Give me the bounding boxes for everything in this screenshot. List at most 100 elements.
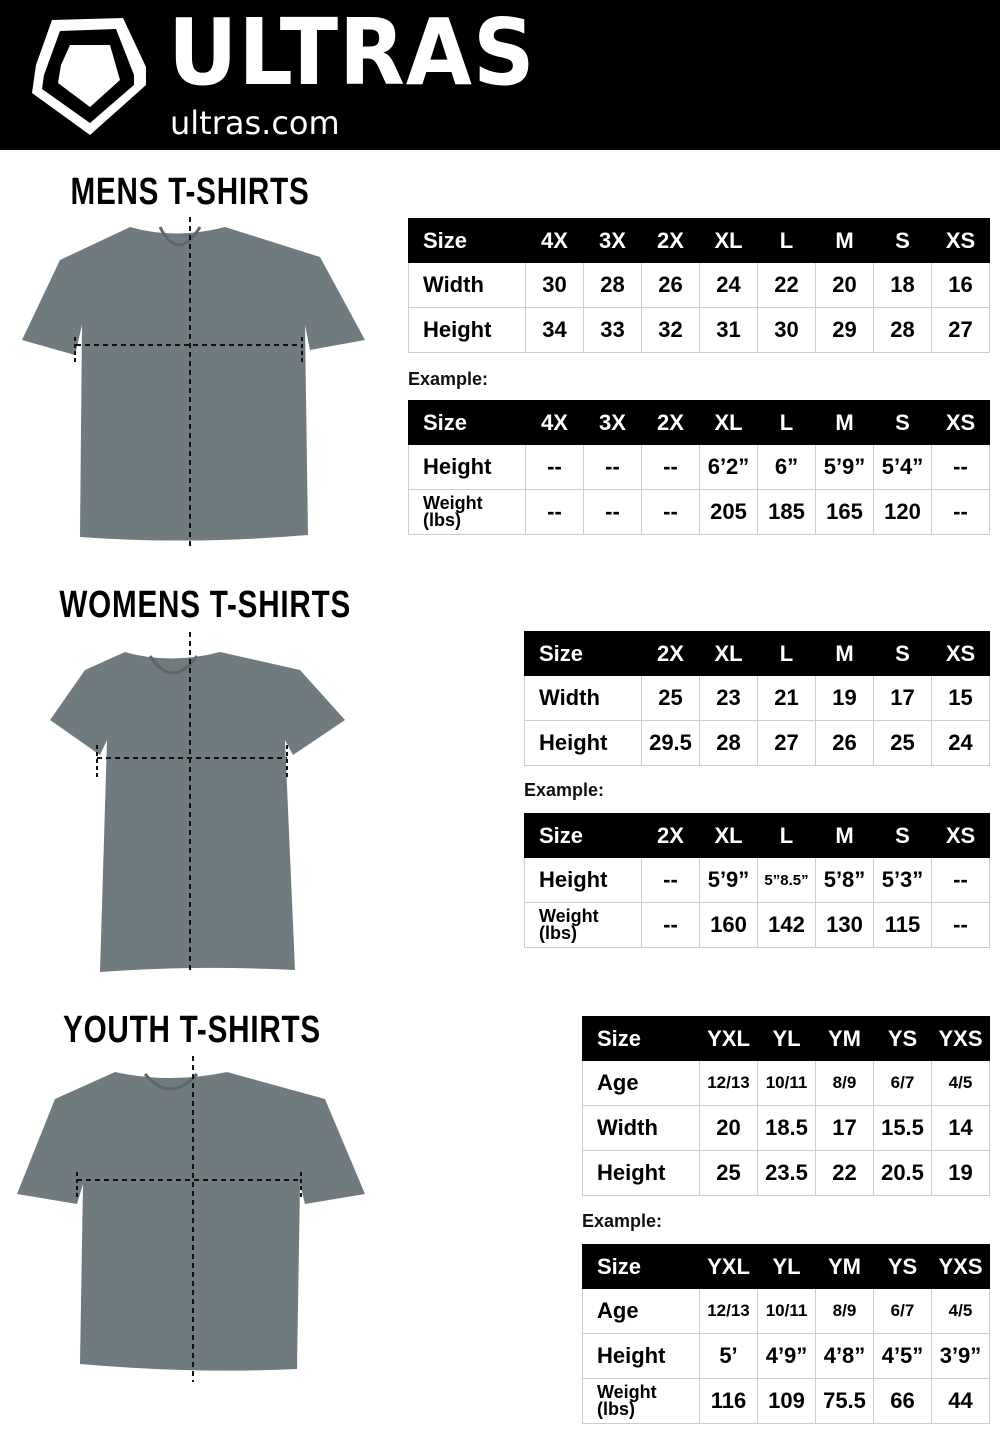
size-header-cell: 3X [583,218,642,263]
table-row: Width 30 28 26 24 22 20 18 16 [408,262,990,308]
value-cell: 28 [583,262,642,308]
size-header-cell: L [757,400,816,445]
value-cell: 29.5 [641,720,700,766]
value-cell: 19 [815,675,874,721]
mens-example-table: Size 4X 3X 2X XL L M S XS Height -- -- -- 6’2” 6” 5’9” 5… [408,400,990,535]
size-header-cell: 2X [641,400,700,445]
size-header-cell: S [873,813,932,858]
value-cell: 21 [757,675,816,721]
value-cell: 4’9” [757,1333,816,1379]
size-header-cell: M [815,400,874,445]
value-cell: 6/7 [873,1288,932,1334]
value-cell: 28 [873,307,932,353]
value-cell: 44 [931,1378,990,1424]
table-row: Width 25 23 21 19 17 15 [524,675,990,721]
value-cell: 185 [757,489,816,535]
value-cell: 17 [873,675,932,721]
value-cell: -- [931,902,990,948]
size-header-cell: L [757,631,816,676]
size-header-cell: YXS [931,1244,990,1289]
size-header-cell: XL [699,400,758,445]
header-label-cell: Size [408,400,526,445]
value-cell: 28 [699,720,758,766]
mens-size-table: Size 4X 3X 2X XL L M S XS Width 30 28 26 24 22 20 18 16 He… [408,218,990,353]
value-cell: 109 [757,1378,816,1424]
value-cell: 10/11 [757,1060,816,1106]
size-header-cell: YL [757,1244,816,1289]
size-header-cell: 4X [525,400,584,445]
row-label: Width [408,262,526,308]
header-label-cell: Size [408,218,526,263]
value-cell: 10/11 [757,1288,816,1334]
value-cell: 165 [815,489,874,535]
size-header-cell: XS [931,631,990,676]
value-cell: 27 [757,720,816,766]
womens-tshirt-image [50,632,345,974]
table-row: Height 25 23.5 22 20.5 19 [582,1150,990,1196]
youth-size-table: Size YXL YL YM YS YXS Age 12/13 10/11 8/9 6/7 4/5 Wi… [582,1016,990,1196]
header-label-cell: Size [582,1244,700,1289]
value-cell: 19 [931,1150,990,1196]
value-cell: 75.5 [815,1378,874,1424]
row-label: Age [582,1060,700,1106]
womens-size-table: Size 2X XL L M S XS Width 25 23 21 19 17 15 Height 29.5… [524,631,990,766]
value-cell: 115 [873,902,932,948]
size-header-cell: 2X [641,813,700,858]
row-label: Height [408,307,526,353]
table-row: Age 12/13 10/11 8/9 6/7 4/5 [582,1288,990,1334]
value-cell: 26 [815,720,874,766]
value-cell: 24 [931,720,990,766]
value-cell: 26 [641,262,700,308]
value-cell: 18 [873,262,932,308]
value-cell: 20 [815,262,874,308]
size-header-cell: M [815,218,874,263]
value-cell: 4’5” [873,1333,932,1379]
value-cell: 25 [873,720,932,766]
value-cell: 25 [641,675,700,721]
size-header-cell: L [757,813,816,858]
table-row: Age 12/13 10/11 8/9 6/7 4/5 [582,1060,990,1106]
value-cell: -- [583,489,642,535]
size-header-cell: YS [873,1016,932,1061]
size-header-cell: YL [757,1016,816,1061]
value-cell: 16 [931,262,990,308]
row-label: Height [408,444,526,490]
value-cell: 130 [815,902,874,948]
size-header-cell: YXL [699,1016,758,1061]
youth-tshirt-image [17,1056,365,1382]
table-row: Height -- 5’9” 5”8.5” 5’8” 5’3” -- [524,857,990,903]
value-cell: 31 [699,307,758,353]
value-cell: 4/5 [931,1288,990,1334]
size-header-cell: 2X [641,631,700,676]
table-row: Height 34 33 32 31 30 29 28 27 [408,307,990,353]
value-cell: 66 [873,1378,932,1424]
size-header-cell: YM [815,1244,874,1289]
header-label-cell: Size [582,1016,700,1061]
youth-example-table: Size YXL YL YM YS YXS Age 12/13 10/11 8/9 6/7 4/5 He… [582,1244,990,1424]
size-header-cell: YS [873,1244,932,1289]
value-cell: 12/13 [699,1060,758,1106]
table-row: Weight (lbs) -- 160 142 130 115 -- [524,902,990,948]
header-row: Size 4X 3X 2X XL L M S XS [408,218,990,263]
row-label: Width [582,1105,700,1151]
value-cell: -- [931,444,990,490]
womens-title: WOMENS T-SHIRTS [59,584,352,626]
value-cell: 5”8.5” [757,857,816,903]
value-cell: 6’2” [699,444,758,490]
size-header-cell: YXL [699,1244,758,1289]
value-cell: 8/9 [815,1060,874,1106]
header-row: Size YXL YL YM YS YXS [582,1244,990,1289]
value-cell: 23 [699,675,758,721]
size-header-cell: YXS [931,1016,990,1061]
value-cell: 34 [525,307,584,353]
size-header-cell: XL [699,813,758,858]
value-cell: -- [525,444,584,490]
size-header-cell: S [873,218,932,263]
row-label: Weight (lbs) [582,1378,700,1424]
size-header-cell: 3X [583,400,642,445]
value-cell: 5’9” [815,444,874,490]
value-cell: -- [583,444,642,490]
value-cell: 17 [815,1105,874,1151]
value-cell: -- [641,444,700,490]
header-row: Size 2X XL L M S XS [524,813,990,858]
